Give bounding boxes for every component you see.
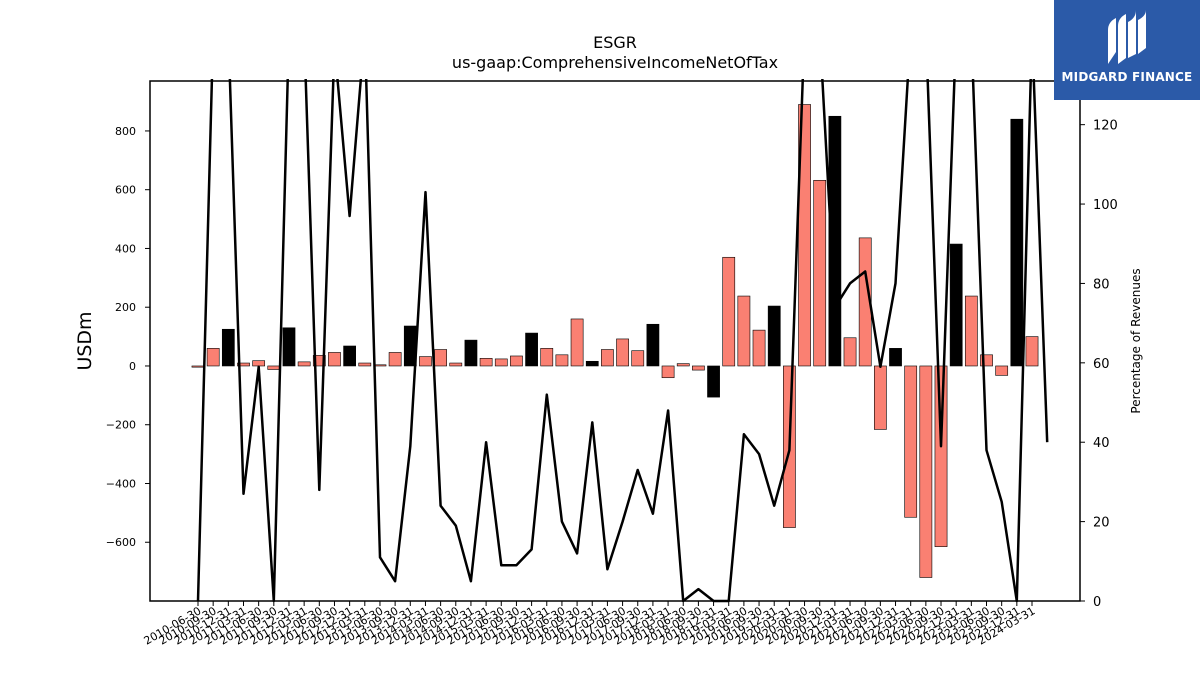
bar-2010-06-30 <box>191 365 205 368</box>
bar-2022-03-31 <box>904 365 918 518</box>
bar-2014-03-31 <box>419 356 432 367</box>
bar-2011-03-31 <box>237 362 250 367</box>
bar-2023-03-31 <box>964 295 978 367</box>
bar-2012-03-31 <box>297 361 311 367</box>
bar-2012-12-31 <box>343 345 357 367</box>
bar-2012-06-30 <box>312 355 326 367</box>
bar-2022-09-30 <box>934 365 948 547</box>
x-axis-ticks: 2010-06-302010-09-302010-12-312011-03-31… <box>142 601 1038 648</box>
bar-2014-09-30 <box>449 362 463 367</box>
y2-tick-label: 60 <box>1093 357 1110 372</box>
bar-2018-06-30 <box>676 363 690 367</box>
bar-2022-06-30 <box>919 365 933 578</box>
bar-2020-06-30 <box>798 104 811 367</box>
bar-2013-03-31 <box>358 362 372 367</box>
bar-2023-09-30 <box>995 365 1009 376</box>
bar-2019-12-31 <box>767 305 781 367</box>
bar-2011-12-31 <box>282 327 296 367</box>
y-tick-label: −600 <box>106 536 136 549</box>
bar-2017-03-31 <box>601 349 614 367</box>
bar-2020-09-30 <box>813 179 827 367</box>
bar-2014-06-30 <box>434 349 447 367</box>
y2-axis-ticks: 0 20 40 60 80 100 120 <box>1080 119 1118 610</box>
bar-2016-09-30 <box>570 318 584 367</box>
percentage-line <box>196 79 1049 603</box>
bar-2015-06-30 <box>494 358 508 367</box>
bar-2021-12-31 <box>889 348 902 367</box>
y-axis-ticks: −600 −400 −200 0 200 400 600 800 <box>106 125 150 549</box>
bar-2018-12-31 <box>707 365 720 398</box>
y2-tick-label: 120 <box>1093 119 1118 134</box>
y-tick-label: 200 <box>115 301 136 314</box>
bar-2014-12-31 <box>464 339 478 367</box>
bar-2010-12-31 <box>221 328 235 367</box>
y-tick-label: 600 <box>115 184 136 197</box>
y2-tick-label: 80 <box>1093 277 1110 292</box>
bar-2015-12-31 <box>525 332 538 367</box>
plot-frame <box>149 80 1081 602</box>
bar-2019-03-31 <box>722 256 736 367</box>
y-tick-label: −400 <box>106 477 136 490</box>
bar-2017-12-31 <box>646 323 660 367</box>
bar-2024-03-31 <box>1025 336 1039 367</box>
bar-2017-06-30 <box>616 338 629 367</box>
y2-tick-label: 20 <box>1093 516 1110 531</box>
y-tick-label: 400 <box>115 242 136 255</box>
logo-mark-icon <box>1108 10 1146 64</box>
logo-text: MIDGARD FINANCE <box>1061 70 1193 84</box>
bar-2022-12-31 <box>949 243 963 367</box>
bar-2013-09-30 <box>388 352 402 367</box>
bar-2017-09-30 <box>631 350 645 367</box>
y2-tick-label: 40 <box>1093 436 1110 451</box>
bar-2010-09-30 <box>206 348 220 367</box>
bar-2015-09-30 <box>510 355 523 367</box>
y-tick-label: 800 <box>115 125 136 138</box>
bar-2023-06-30 <box>980 354 993 367</box>
bar-2021-09-30 <box>873 365 887 430</box>
bar-2015-03-31 <box>479 358 493 367</box>
bar-2011-06-30 <box>252 360 266 367</box>
bar-2016-03-31 <box>540 348 554 367</box>
bar-2016-12-31 <box>585 360 599 367</box>
bar-2021-03-31 <box>843 337 857 367</box>
y2-tick-label: 100 <box>1093 198 1118 213</box>
y-axis-label: USDm <box>74 311 96 370</box>
bar-2012-09-30 <box>328 352 341 367</box>
bar-2011-09-30 <box>267 365 281 370</box>
y-tick-label: 0 <box>129 360 136 373</box>
y-tick-label: −200 <box>106 419 136 432</box>
bar-2016-06-30 <box>555 354 569 367</box>
bar-2018-03-31 <box>661 365 675 379</box>
midgard-finance-logo: MIDGARD FINANCE <box>1054 0 1200 100</box>
bar-2023-12-31 <box>1010 118 1024 367</box>
chart-subtitle: us-gaap:ComprehensiveIncomeNetOfTax <box>452 53 778 72</box>
bars <box>191 104 1039 578</box>
bar-2018-09-30 <box>692 365 705 371</box>
y2-tick-label: 0 <box>1093 595 1101 610</box>
bar-2019-06-30 <box>737 295 751 367</box>
y2-axis-label: Percentage of Revenues <box>1129 268 1143 413</box>
bar-2019-09-30 <box>752 329 766 367</box>
chart-title: ESGR <box>593 33 637 52</box>
